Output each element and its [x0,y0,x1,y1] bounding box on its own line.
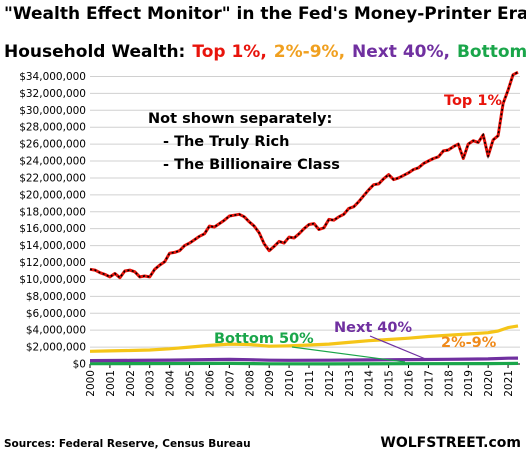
note-heading: Not shown separately: [148,111,332,127]
x-tick-label: 2000 [85,370,97,397]
subtitle-prefix: Household Wealth: [4,42,185,62]
subtitle-part: Top 1%, [192,42,266,62]
x-tick-label: 2015 [384,370,396,397]
x-tick-label: 2007 [224,370,236,397]
x-tick-label: 2010 [284,370,296,397]
series-annotation: 2%-9% [441,335,497,351]
y-tick-label: $2,000,000 [26,342,86,354]
gridlines [90,75,520,365]
x-tick-label: 2003 [145,370,157,397]
x-tick-label: 2020 [483,370,495,397]
series-annotation: Top 1% [444,93,502,109]
x-tick-label: 2005 [185,370,197,397]
footer-brand: WOLFSTREET.com [380,435,521,451]
x-tick-label: 2011 [304,370,316,397]
x-tick-label: 2014 [364,370,376,397]
x-tick-label: 2018 [443,370,455,397]
leader-line [369,335,429,361]
y-tick-label: $6,000,000 [26,308,86,320]
y-tick-label: $14,000,000 [19,240,86,252]
series-line [89,361,519,366]
series-annotation: Next 40% [334,320,412,336]
x-tick-label: 2013 [344,370,356,397]
y-tick-label: $28,000,000 [19,122,86,134]
y-tick-label: $22,000,000 [19,172,86,184]
x-tick-label: 2009 [264,370,276,397]
y-tick-label: $30,000,000 [19,105,86,117]
y-tick-label: $32,000,000 [19,88,86,100]
series-lines [89,70,519,366]
x-tick-label: 2004 [165,370,177,397]
footer-sources: Sources: Federal Reserve, Census Bureau [4,438,251,450]
y-tick-label: $20,000,000 [19,189,86,201]
annotations: Top 1% 2%-9% Next 40% Bottom 50% [214,93,502,363]
subtitle-part: Bottom 50% [457,42,526,62]
x-tick-label: 2019 [463,370,475,397]
y-tick-label: $24,000,000 [19,156,86,168]
series-line [89,324,519,353]
series-line-dots [89,71,519,279]
subtitle-part: Next 40%, [352,42,450,62]
x-tick-label: 2008 [244,370,256,397]
subtitle-part: 2%-9%, [274,42,345,62]
y-tick-label: $0 [73,359,86,371]
x-tick-label: 2012 [324,370,336,397]
series-line [89,356,519,363]
y-tick-label: $8,000,000 [26,291,86,303]
leader-line [291,346,406,363]
chart-title: "Wealth Effect Monitor" in the Fed's Mon… [4,4,526,24]
note-line-1: - The Truly Rich [163,134,289,150]
x-tick-label: 2017 [423,370,435,397]
note-line-2: - The Billionaire Class [163,157,340,173]
x-axis-ticks: 2000 2001 2002 2003 2004 2005 2006 2007 2008 2009… [85,364,515,397]
x-tick-label: 2021 [503,370,515,397]
y-tick-label: $16,000,000 [19,223,86,235]
y-tick-label: $4,000,000 [26,325,86,337]
y-axis-ticks: $0 $2,000,000 $4,000,000 $6,000,000 $8,000,0… [19,71,86,371]
y-tick-label: $26,000,000 [19,139,86,151]
x-tick-label: 2006 [204,370,216,397]
series-annotation: Bottom 50% [214,331,314,347]
y-tick-label: $12,000,000 [19,257,86,269]
y-tick-label: $18,000,000 [19,206,86,218]
x-tick-label: 2001 [105,370,117,397]
y-tick-label: $34,000,000 [19,71,86,83]
chart-subtitle: Household Wealth: Top 1%, 2%-9%, Next 40%, B… [4,42,526,62]
x-tick-label: 2002 [125,370,137,397]
y-tick-label: $10,000,000 [19,274,86,286]
x-tick-label: 2016 [404,370,416,397]
